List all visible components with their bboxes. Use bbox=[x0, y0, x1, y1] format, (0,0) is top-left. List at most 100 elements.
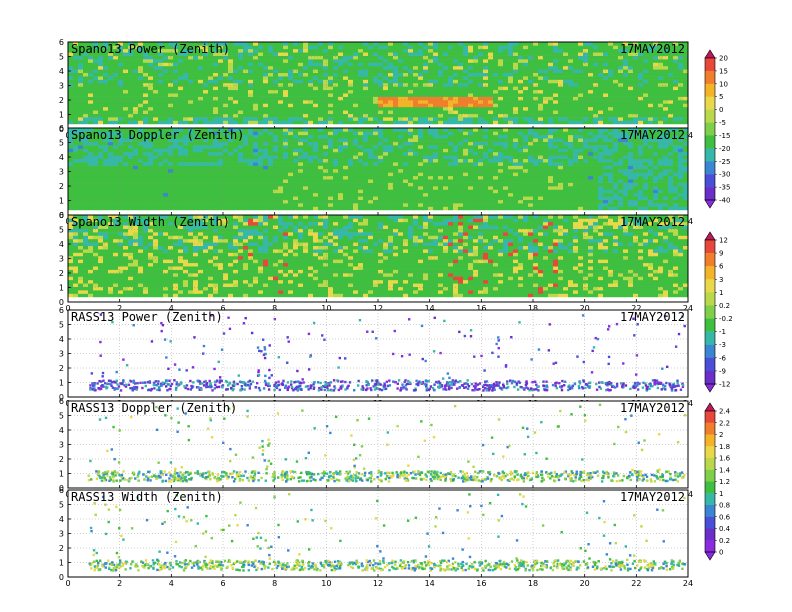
heatmap-cell bbox=[423, 131, 429, 136]
heatmap-cell bbox=[473, 206, 479, 211]
heatmap-cell bbox=[143, 203, 149, 207]
heatmap-cell bbox=[558, 59, 564, 63]
heatmap-cell bbox=[203, 120, 209, 125]
heatmap-cell bbox=[583, 120, 589, 125]
heatmap-cell bbox=[318, 172, 324, 177]
heatmap-cell bbox=[98, 138, 104, 142]
heatmap-cell bbox=[283, 72, 289, 77]
heatmap-cell bbox=[293, 168, 299, 173]
heatmap-cell bbox=[208, 96, 214, 101]
heatmap-cell bbox=[313, 186, 319, 190]
heatmap-cell bbox=[463, 106, 469, 111]
heatmap-cell bbox=[103, 168, 109, 173]
heatmap-cell bbox=[148, 138, 154, 142]
heatmap-cell bbox=[153, 72, 159, 77]
heatmap-cell bbox=[353, 117, 359, 121]
heatmap-cell bbox=[538, 106, 544, 111]
heatmap-cell bbox=[183, 65, 189, 70]
heatmap-cell bbox=[583, 86, 589, 91]
heatmap-cell bbox=[598, 100, 604, 104]
heatmap-cell bbox=[408, 199, 414, 204]
heatmap-cell bbox=[453, 165, 459, 170]
heatmap-cell bbox=[98, 113, 104, 118]
heatmap-cell bbox=[258, 48, 264, 53]
heatmap-cell bbox=[538, 82, 544, 87]
heatmap-cell bbox=[348, 192, 354, 197]
heatmap-cell bbox=[648, 93, 654, 97]
heatmap-cell bbox=[118, 134, 124, 139]
heatmap-cell bbox=[218, 76, 224, 80]
heatmap-cell bbox=[633, 117, 639, 121]
heatmap-cell bbox=[298, 192, 304, 197]
heatmap-cell bbox=[343, 158, 349, 163]
heatmap-cell bbox=[348, 72, 354, 77]
heatmap-cell bbox=[108, 93, 114, 97]
heatmap-cell bbox=[173, 69, 179, 74]
heatmap-cell bbox=[493, 48, 499, 53]
heatmap-cell bbox=[283, 86, 289, 91]
heatmap-cell bbox=[293, 100, 299, 104]
heatmap-cell bbox=[368, 168, 374, 173]
heatmap-cell bbox=[463, 182, 469, 187]
heatmap-cell bbox=[343, 69, 349, 74]
heatmap-cell bbox=[298, 155, 304, 160]
heatmap-cell bbox=[158, 155, 164, 160]
heatmap-cell bbox=[243, 145, 249, 149]
heatmap-cell bbox=[83, 117, 89, 121]
heatmap-cell bbox=[243, 192, 249, 197]
heatmap-cell bbox=[458, 59, 464, 63]
heatmap-cell bbox=[333, 172, 339, 177]
heatmap-cell bbox=[313, 65, 319, 70]
y-tick-label: 5 bbox=[59, 53, 64, 62]
heatmap-cell bbox=[183, 145, 189, 149]
heatmap-cell bbox=[583, 59, 589, 63]
heatmap-cell bbox=[683, 65, 689, 70]
heatmap-cell bbox=[198, 138, 204, 142]
heatmap-cell bbox=[338, 199, 344, 204]
heatmap-cell bbox=[578, 110, 584, 114]
heatmap-cell bbox=[308, 82, 314, 87]
heatmap-cell bbox=[273, 82, 279, 87]
heatmap-cell bbox=[223, 65, 229, 70]
heatmap-cell bbox=[338, 110, 344, 114]
heatmap-cell bbox=[278, 117, 284, 121]
heatmap-cell bbox=[383, 93, 389, 97]
heatmap-cell bbox=[338, 182, 344, 187]
heatmap-cell bbox=[678, 65, 684, 70]
heatmap-cell bbox=[318, 117, 324, 121]
heatmap-cell bbox=[68, 179, 74, 183]
heatmap-cell bbox=[118, 192, 124, 197]
heatmap-cell bbox=[663, 89, 669, 94]
heatmap-cell bbox=[423, 189, 429, 194]
heatmap-cell bbox=[258, 172, 264, 177]
heatmap-cell bbox=[98, 86, 104, 91]
heatmap-cell bbox=[143, 151, 149, 156]
heatmap-cell bbox=[88, 172, 94, 177]
heatmap-cell bbox=[68, 175, 74, 180]
heatmap-cell bbox=[323, 48, 329, 53]
heatmap-cell bbox=[408, 103, 414, 108]
heatmap-cell bbox=[173, 93, 179, 97]
heatmap-cell bbox=[343, 206, 349, 211]
heatmap-cell bbox=[203, 79, 209, 84]
heatmap-cell bbox=[128, 199, 134, 204]
heatmap-cell bbox=[238, 55, 244, 60]
heatmap-cell bbox=[493, 59, 499, 63]
heatmap-cell bbox=[463, 206, 469, 211]
heatmap-cell bbox=[78, 76, 84, 80]
heatmap-cell bbox=[423, 206, 429, 211]
heatmap-cell bbox=[248, 186, 254, 190]
heatmap-cell bbox=[103, 103, 109, 108]
heatmap-cell bbox=[513, 113, 519, 118]
heatmap-cell bbox=[178, 141, 184, 146]
heatmap-cell bbox=[428, 89, 434, 94]
heatmap-cell bbox=[103, 106, 109, 111]
heatmap-cell bbox=[118, 96, 124, 101]
heatmap-cell bbox=[513, 72, 519, 77]
heatmap-cell bbox=[568, 65, 574, 70]
heatmap-cell bbox=[358, 168, 364, 173]
heatmap-cell bbox=[428, 131, 434, 136]
heatmap-cell bbox=[223, 89, 229, 94]
heatmap-cell bbox=[83, 62, 89, 67]
heatmap-cell bbox=[613, 110, 619, 114]
